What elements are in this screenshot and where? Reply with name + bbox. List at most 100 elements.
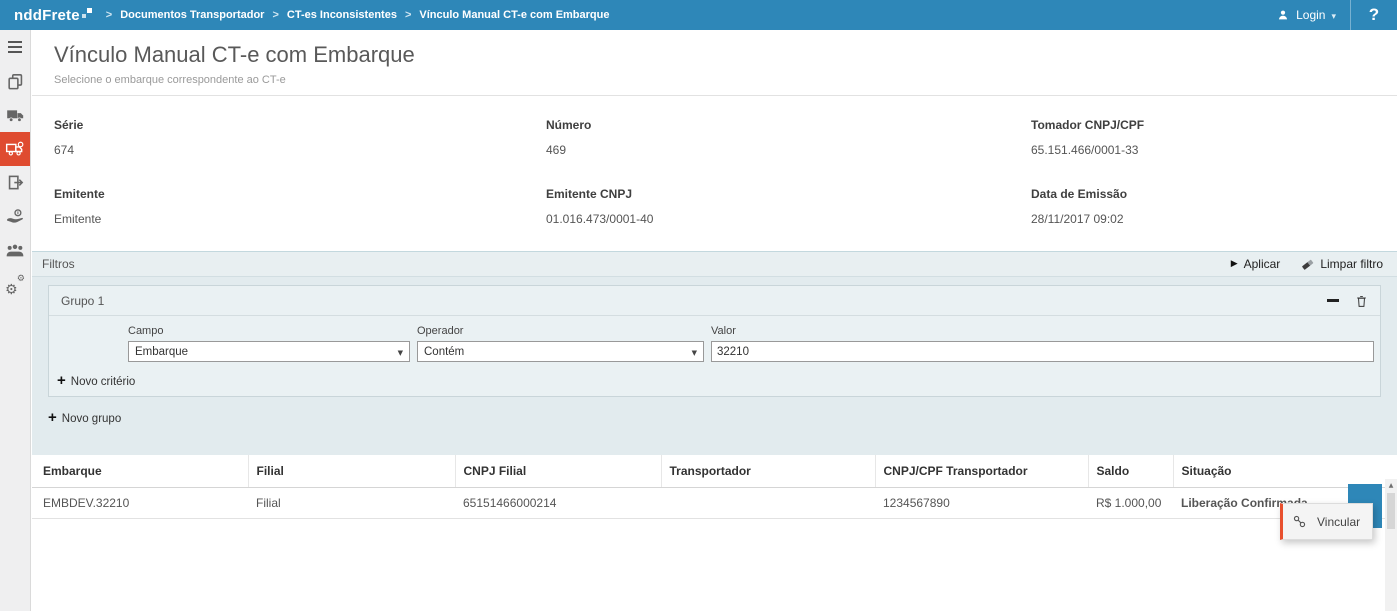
sidebar-item-settings[interactable] xyxy=(0,268,30,302)
results-table: Embarque Filial CNPJ Filial Transportado… xyxy=(32,455,1397,519)
filter-group-title: Grupo 1 xyxy=(61,293,105,308)
operador-label: Operador xyxy=(417,325,464,337)
delete-group-icon[interactable] xyxy=(1355,294,1368,308)
app-logo-text: nddFrete xyxy=(14,6,80,24)
field-emitente: Emitente Emitente xyxy=(54,187,546,226)
row-context-menu[interactable]: Vincular xyxy=(1280,503,1373,540)
col-transportador[interactable]: Transportador xyxy=(661,455,876,488)
main-content: Vínculo Manual CT-e com Embarque Selecio… xyxy=(32,30,1397,611)
app-logo[interactable]: nddFrete xyxy=(14,7,92,24)
field-value: 28/11/2017 09:02 xyxy=(1031,212,1124,226)
new-group-button[interactable]: Novo grupo xyxy=(48,411,121,426)
operador-selected-value: Contém xyxy=(424,345,465,358)
sidebar-item-documents[interactable] xyxy=(0,64,30,98)
field-tomador: Tomador CNPJ/CPF 65.151.466/0001-33 xyxy=(1031,118,1397,157)
sidebar-item-users[interactable] xyxy=(0,234,30,268)
sidebar-item-truck[interactable] xyxy=(0,98,30,132)
settings-gears-icon xyxy=(5,275,25,295)
truck-cte-icon xyxy=(5,139,25,159)
cell-filial: Filial xyxy=(248,487,455,519)
col-cnpj-filial[interactable]: CNPJ Filial xyxy=(455,455,662,488)
user-icon xyxy=(1276,8,1290,22)
link-icon xyxy=(1292,514,1307,529)
sidebar-item-menu[interactable] xyxy=(0,30,30,64)
cell-transportador xyxy=(661,487,875,519)
filters-actions: Aplicar Limpar filtro xyxy=(1231,257,1383,271)
topbar-right: Login ? xyxy=(1262,0,1397,30)
vincular-menu-item: Vincular xyxy=(1317,514,1361,529)
breadcrumb-vinculo-manual[interactable]: Vínculo Manual CT-e com Embarque xyxy=(397,9,609,21)
topbar-divider xyxy=(1350,0,1351,30)
scroll-up-icon[interactable] xyxy=(1385,479,1397,491)
filters-title: Filtros xyxy=(42,257,75,271)
col-saldo[interactable]: Saldo xyxy=(1088,455,1174,488)
col-filial[interactable]: Filial xyxy=(248,455,456,488)
table-scrollbar[interactable] xyxy=(1385,479,1397,611)
field-value: Emitente xyxy=(54,212,102,226)
eraser-icon xyxy=(1300,258,1315,271)
col-embarque[interactable]: Embarque xyxy=(32,455,249,488)
sidebar-item-cte-active[interactable] xyxy=(0,132,30,166)
cell-cnpj-filial: 65151466000214 xyxy=(455,487,661,519)
page-title: Vínculo Manual CT-e com Embarque xyxy=(54,42,415,67)
valor-input[interactable] xyxy=(711,341,1374,362)
field-numero: Número 469 xyxy=(546,118,1031,157)
sidebar-item-payments[interactable] xyxy=(0,200,30,234)
clear-filter-button[interactable]: Limpar filtro xyxy=(1300,257,1383,271)
help-button[interactable]: ? xyxy=(1368,5,1380,24)
cell-embarque: EMBDEV.32210 xyxy=(32,487,248,519)
menu-icon xyxy=(8,41,22,53)
collapse-group-icon[interactable] xyxy=(1327,299,1339,302)
col-situacao[interactable]: Situação xyxy=(1173,455,1397,488)
filters-bar: Filtros Aplicar Limpar filtro xyxy=(32,251,1397,277)
campo-select[interactable]: Embarque xyxy=(128,341,410,362)
page-subtitle: Selecione o embarque correspondente ao C… xyxy=(54,74,286,86)
apply-filter-button[interactable]: Aplicar xyxy=(1231,257,1281,271)
cell-cnpj-cpf-transportador: 1234567890 xyxy=(875,487,1088,519)
new-criterion-button[interactable]: Novo critério xyxy=(57,374,136,389)
valor-label: Valor xyxy=(711,325,736,337)
breadcrumb-ctes-inconsistentes[interactable]: CT-es Inconsistentes xyxy=(264,9,397,21)
field-label: Número xyxy=(546,118,592,132)
clear-label: Limpar filtro xyxy=(1320,257,1383,271)
field-value: 674 xyxy=(54,143,75,157)
col-cnpj-cpf-transportador[interactable]: CNPJ/CPF Transportador xyxy=(875,455,1089,488)
operador-select[interactable]: Contém xyxy=(417,341,704,362)
sidebar xyxy=(0,30,31,611)
payment-hand-icon xyxy=(5,207,25,227)
document-export-icon xyxy=(6,174,25,193)
cell-saldo: R$ 1.000,00 xyxy=(1088,487,1173,519)
campo-field-group: Campo Embarque xyxy=(128,325,410,362)
campo-selected-value: Embarque xyxy=(135,345,189,358)
table-header-row: Embarque Filial CNPJ Filial Transportado… xyxy=(32,455,1397,488)
breadcrumb: Documentos Transportador CT-es Inconsist… xyxy=(98,9,609,21)
scrollbar-thumb[interactable] xyxy=(1387,493,1395,529)
filter-group-tools xyxy=(1327,294,1368,308)
valor-field-group: Valor xyxy=(711,325,1374,362)
chevron-down-icon xyxy=(1331,6,1336,24)
logo-mark-icon xyxy=(81,7,92,18)
truck-icon xyxy=(6,106,25,125)
documents-icon xyxy=(6,72,25,91)
sidebar-item-export[interactable] xyxy=(0,166,30,200)
breadcrumb-documentos-transportador[interactable]: Documentos Transportador xyxy=(98,9,264,21)
field-label: Série xyxy=(54,118,84,132)
filters-section: Filtros Aplicar Limpar filtro Grupo 1 xyxy=(32,251,1397,455)
new-group-label: Novo grupo xyxy=(61,412,122,425)
login-label: Login xyxy=(1296,8,1326,22)
field-emitente-cnpj: Emitente CNPJ 01.016.473/0001-40 xyxy=(546,187,1031,226)
topbar: nddFrete Documentos Transportador CT-es … xyxy=(0,0,1397,30)
filter-group-panel: Grupo 1 Campo Embarque xyxy=(48,285,1381,397)
table-row[interactable]: EMBDEV.32210 Filial 65151466000214 12345… xyxy=(32,487,1397,519)
field-label: Tomador CNPJ/CPF xyxy=(1031,118,1145,132)
page-header: Vínculo Manual CT-e com Embarque Selecio… xyxy=(32,30,1397,96)
field-label: Emitente xyxy=(54,187,105,201)
field-value: 01.016.473/0001-40 xyxy=(546,212,654,226)
field-data-emissao: Data de Emissão 28/11/2017 09:02 xyxy=(1031,187,1397,226)
field-serie: Série 674 xyxy=(54,118,546,157)
campo-label: Campo xyxy=(128,325,164,337)
new-criterion-label: Novo critério xyxy=(70,375,136,388)
field-value: 65.151.466/0001-33 xyxy=(1031,143,1139,157)
filters-body: Grupo 1 Campo Embarque xyxy=(32,277,1397,455)
login-button[interactable]: Login xyxy=(1262,0,1350,30)
